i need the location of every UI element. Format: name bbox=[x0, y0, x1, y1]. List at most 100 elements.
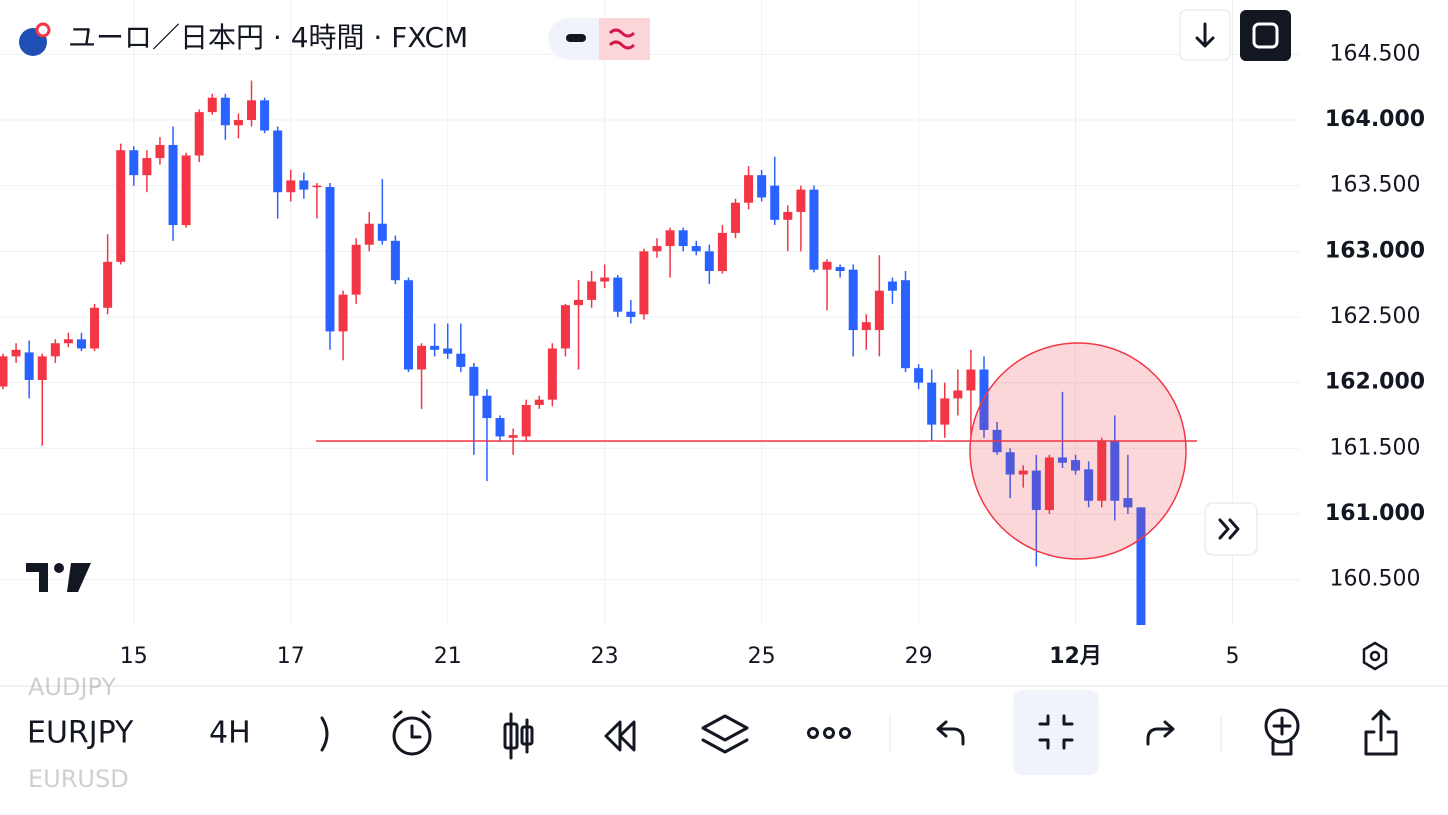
candle-body bbox=[155, 144, 165, 159]
fullscreen-button[interactable] bbox=[1240, 10, 1291, 61]
candle-body bbox=[351, 244, 361, 295]
interval-button[interactable]: 4H bbox=[209, 716, 251, 751]
candle-body bbox=[822, 261, 832, 270]
candle-body bbox=[181, 155, 191, 226]
candle-body bbox=[417, 345, 427, 370]
candle-body bbox=[364, 223, 374, 245]
candle-body bbox=[260, 100, 270, 131]
interval-edge bbox=[320, 716, 329, 752]
candle-body bbox=[24, 352, 34, 380]
candle-body bbox=[194, 112, 204, 156]
double-chevron bbox=[1218, 518, 1240, 540]
candle-body bbox=[325, 186, 335, 332]
scroll-right-button[interactable] bbox=[1204, 502, 1258, 556]
candle-body bbox=[730, 202, 740, 233]
candle-body bbox=[691, 246, 701, 252]
flag-badge bbox=[35, 22, 51, 38]
status-icon bbox=[566, 34, 586, 42]
y-tick-label: 163.500 bbox=[1330, 173, 1421, 198]
candle-body bbox=[1136, 507, 1146, 625]
x-tick-label: 12月 bbox=[1049, 644, 1102, 669]
candle-body bbox=[129, 150, 139, 176]
x-axis: 15 17 21 23 25 29 12月 5 bbox=[120, 644, 1240, 669]
y-tick-label: 162.500 bbox=[1330, 304, 1421, 329]
settings-icon[interactable] bbox=[1362, 641, 1388, 671]
logo bbox=[26, 563, 91, 592]
candle-body bbox=[103, 261, 113, 308]
candle-body bbox=[770, 185, 780, 220]
candle-body bbox=[90, 307, 100, 349]
candle-body bbox=[914, 368, 924, 383]
candle-body bbox=[116, 150, 126, 262]
symbol-button[interactable]: EURJPY bbox=[27, 716, 134, 751]
highlight-circle bbox=[969, 342, 1187, 560]
candle-body bbox=[809, 189, 819, 270]
candle-body bbox=[430, 345, 440, 350]
x-tick-label: 23 bbox=[591, 644, 619, 669]
candle-body bbox=[1071, 460, 1081, 471]
candle-body bbox=[600, 277, 610, 282]
candle-body bbox=[63, 339, 73, 344]
candle-body bbox=[901, 280, 911, 369]
candle-body bbox=[521, 404, 531, 437]
candle-body bbox=[443, 348, 453, 354]
symbol-next: EURUSD bbox=[28, 765, 129, 793]
x-tick-label: 17 bbox=[277, 644, 305, 669]
candle-body bbox=[796, 189, 806, 212]
candle-body bbox=[207, 97, 217, 113]
grid bbox=[0, 0, 1300, 625]
collapse-icon bbox=[1038, 714, 1074, 750]
share-button[interactable] bbox=[1364, 709, 1398, 756]
candle-body bbox=[390, 240, 400, 281]
candle-body bbox=[953, 390, 963, 399]
candle-body bbox=[1084, 469, 1094, 501]
candle-body bbox=[848, 269, 858, 331]
redo-button[interactable] bbox=[1146, 720, 1175, 746]
candle-body bbox=[534, 399, 544, 405]
candle-body bbox=[508, 435, 518, 438]
candle-body bbox=[273, 130, 283, 193]
more-button[interactable] bbox=[807, 727, 851, 739]
candle-body bbox=[1005, 452, 1015, 475]
y-tick-label: 161.500 bbox=[1330, 435, 1421, 460]
settings-icon-dot bbox=[1369, 650, 1381, 662]
ideas-button[interactable] bbox=[1264, 708, 1300, 756]
candle-body bbox=[286, 180, 296, 193]
candle-body bbox=[560, 305, 570, 349]
candle-body bbox=[927, 382, 937, 425]
candle-body bbox=[547, 348, 557, 400]
arrow-icon bbox=[1195, 22, 1215, 48]
candle-body bbox=[233, 120, 243, 126]
replay-button[interactable] bbox=[604, 720, 636, 752]
candle-body bbox=[0, 356, 8, 387]
chart-type-button[interactable] bbox=[503, 712, 534, 760]
y-axis: 160.500 161.000 161.500 162.000 162.500 163.0… bbox=[1325, 41, 1425, 591]
candle-body bbox=[299, 180, 309, 190]
candle-body bbox=[1044, 457, 1054, 510]
candle-body bbox=[312, 185, 322, 188]
candle-body bbox=[1057, 457, 1067, 463]
candle-body bbox=[887, 281, 897, 291]
candle-body bbox=[1097, 440, 1107, 501]
candle-body bbox=[482, 395, 492, 419]
delay-icon bbox=[608, 28, 636, 50]
symbol-title: ユーロ／日本円 · 4時間 · FXCM bbox=[68, 21, 468, 54]
candle-body bbox=[966, 369, 976, 391]
candle-body bbox=[652, 246, 662, 252]
collapse-button[interactable] bbox=[1013, 690, 1099, 775]
layers-button[interactable] bbox=[701, 714, 749, 754]
x-tick-label: 5 bbox=[1226, 644, 1240, 669]
candle-body bbox=[37, 356, 47, 380]
candle-body bbox=[76, 339, 86, 349]
candle-body bbox=[783, 211, 793, 220]
alert-button[interactable] bbox=[392, 710, 432, 756]
y-tick-label: 164.000 bbox=[1325, 107, 1425, 132]
candle-body bbox=[874, 290, 884, 331]
candle-body bbox=[704, 251, 714, 272]
x-tick-label: 15 bbox=[120, 644, 148, 669]
y-tick-label: 163.000 bbox=[1325, 238, 1425, 263]
undo-button[interactable] bbox=[936, 720, 965, 746]
candle-body bbox=[861, 322, 871, 331]
candle-body bbox=[665, 230, 675, 247]
y-tick-label: 160.500 bbox=[1330, 567, 1421, 592]
